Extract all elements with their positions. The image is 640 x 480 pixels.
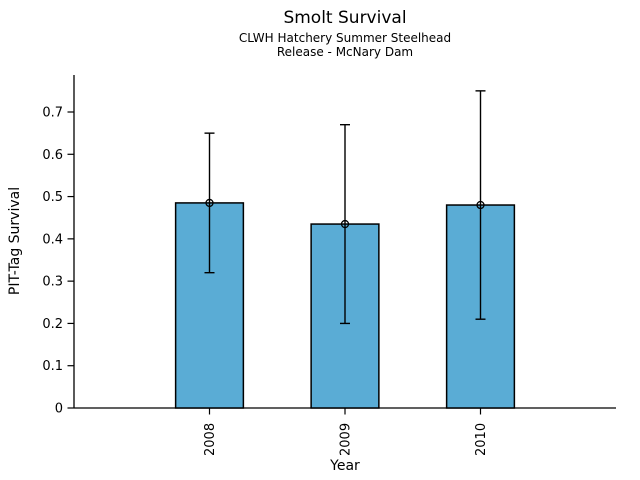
- y-tick-label: 0.6: [42, 148, 63, 163]
- chart-subtitle-line2: Release - McNary Dam: [276, 45, 414, 59]
- chart-subtitle-line1: CLWH Hatchery Summer Steelhead: [238, 31, 452, 45]
- y-tick-label: 0: [55, 402, 63, 417]
- x-axis-label: Year: [330, 458, 360, 474]
- y-tick-label: 0.3: [42, 275, 63, 290]
- x-tick-label: 2008: [203, 423, 218, 456]
- y-tick-label: 0.5: [42, 190, 63, 205]
- mean-marker-2009: [340, 219, 350, 229]
- mean-marker-2008: [205, 198, 214, 208]
- y-tick-label: 0.4: [42, 232, 63, 247]
- chart-title: Smolt Survival: [283, 8, 407, 28]
- y-tick-label: 0.1: [42, 359, 63, 374]
- y-tick-label: 0.7: [42, 106, 63, 121]
- y-tick-label: 0.2: [42, 317, 63, 332]
- mean-marker-2010: [476, 200, 485, 210]
- x-tick-label: 2010: [474, 423, 489, 456]
- x-tick-label: 2009: [339, 423, 354, 456]
